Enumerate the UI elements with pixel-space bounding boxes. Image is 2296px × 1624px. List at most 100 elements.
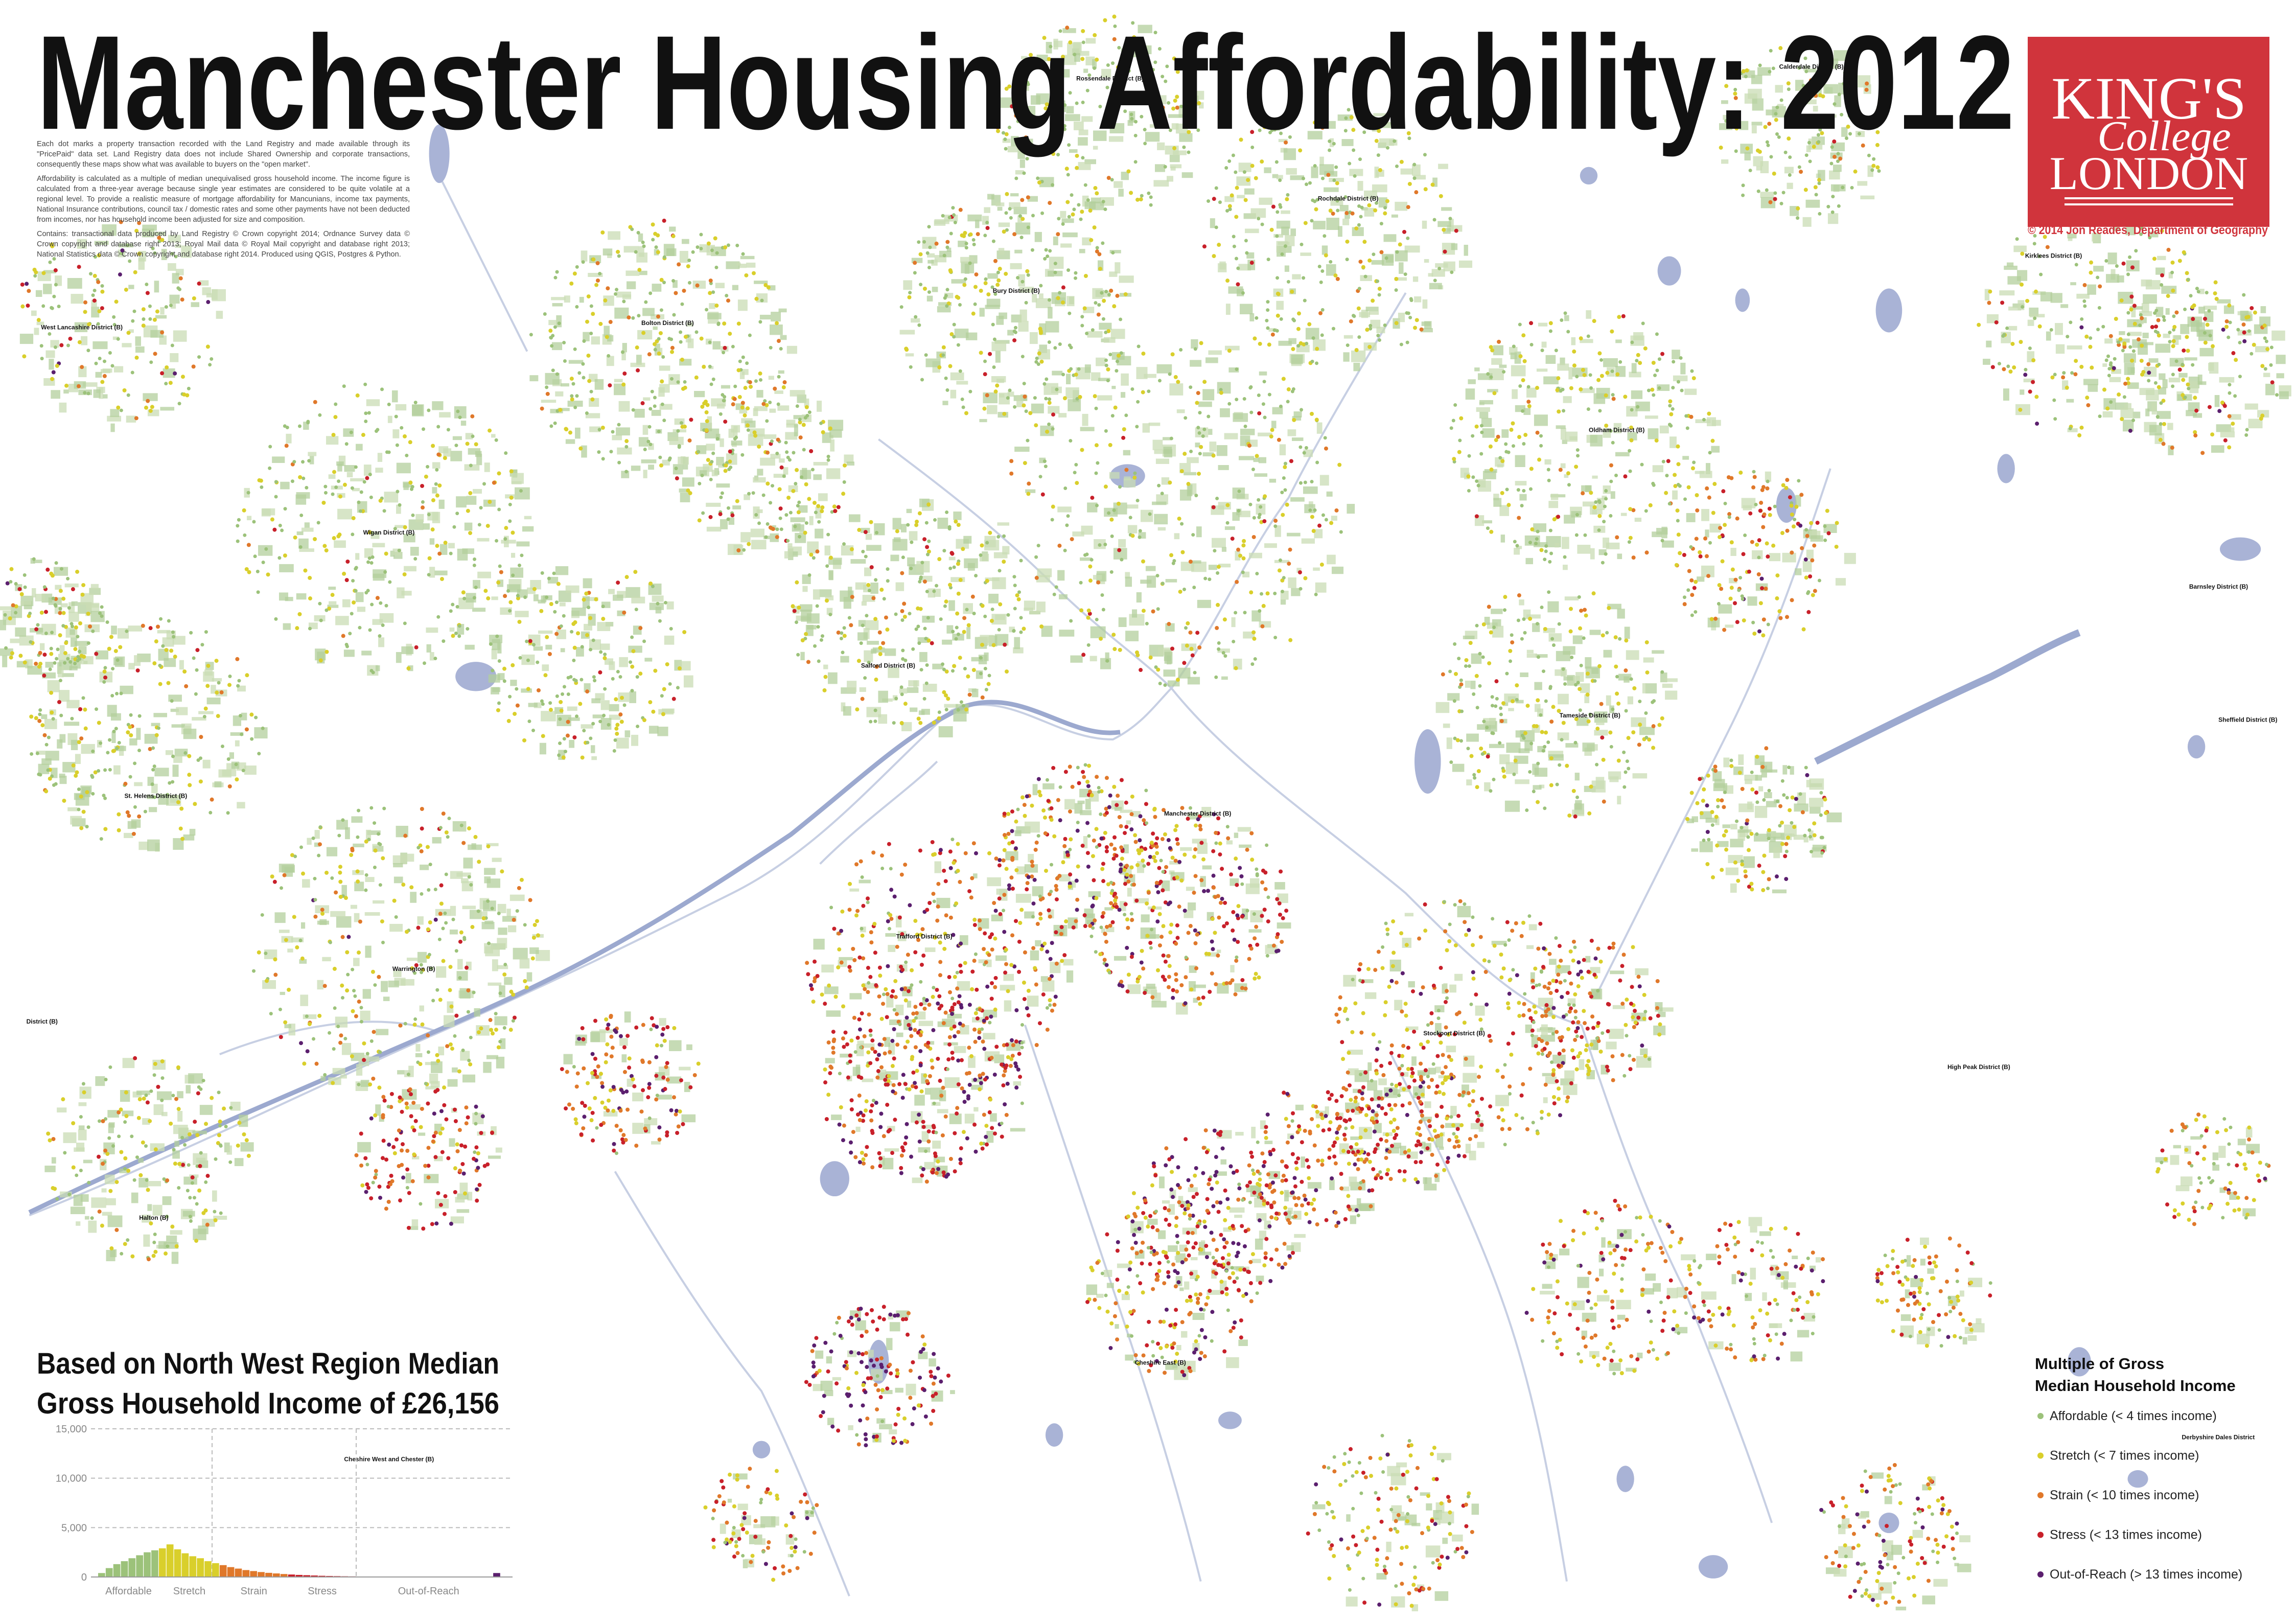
urban-area [1449,219,1454,231]
transaction-dot [422,661,426,665]
transaction-dot [709,382,713,386]
transaction-dot [1286,400,1290,404]
urban-area [1083,68,1088,73]
urban-area [1324,187,1339,192]
urban-area [1534,768,1548,777]
urban-area [1170,164,1182,169]
urban-area [1280,599,1286,605]
urban-area [1218,564,1231,568]
transaction-dot [1520,409,1524,413]
urban-area [809,516,814,525]
urban-area [1435,1023,1442,1034]
urban-area [58,666,64,678]
urban-area [1769,1323,1782,1328]
transaction-dot [1618,360,1622,364]
urban-area [314,615,326,621]
urban-area [1083,836,1088,848]
urban-area [1344,213,1350,219]
urban-area [769,408,776,413]
transaction-dot [922,240,926,244]
transaction-dot [1197,431,1201,435]
urban-area [457,1193,469,1200]
urban-area [1283,148,1296,160]
transaction-dot [1529,321,1534,326]
urban-area [1540,1290,1555,1295]
urban-area [1341,1186,1350,1191]
urban-area [264,949,277,959]
transaction-dot [885,628,890,632]
urban-area [1090,626,1106,638]
transaction-dot [1117,501,1121,506]
urban-area [1505,762,1518,774]
urban-area [936,897,950,909]
transaction-dot [1176,380,1180,384]
urban-area [1219,261,1226,270]
transaction-dot [443,456,447,460]
transaction-dot [575,265,579,269]
urban-area [1590,1039,1598,1050]
transaction-dot [1395,250,1399,254]
urban-area [1421,1142,1426,1149]
urban-area [979,308,985,317]
urban-area [1686,513,1696,522]
transaction-dot [1021,280,1025,284]
transaction-dot [585,411,589,415]
transaction-dot [1110,414,1115,418]
urban-area [652,595,664,602]
transaction-dot [278,523,282,527]
urban-area [202,1219,215,1227]
urban-area [1802,561,1812,572]
urban-area [1272,119,1280,131]
urban-area [1395,201,1408,211]
transaction-dot [1095,246,1099,250]
transaction-dot [861,549,865,553]
urban-area [1515,455,1525,467]
urban-area [1743,505,1752,511]
transaction-dot [1540,349,1544,353]
urban-area [619,1038,628,1046]
urban-area [1609,1029,1624,1039]
urban-area [202,287,211,295]
urban-area [49,359,54,370]
urban-area [699,470,707,476]
transaction-dot [640,401,645,406]
urban-area [1285,235,1295,246]
transaction-dot [1027,481,1031,486]
urban-area [350,478,364,482]
transaction-dot [964,241,968,245]
urban-area [425,1086,438,1089]
urban-area [1606,1041,1617,1050]
urban-area [1756,166,1762,171]
transaction-dot [1664,491,1668,495]
transaction-dot [1324,446,1328,451]
transaction-dot [1492,625,1496,630]
urban-area [594,379,604,390]
urban-area [2271,330,2285,341]
transaction-dot [1332,178,1336,182]
urban-area [1751,125,1757,134]
lake [1218,1411,1242,1429]
urban-area [99,387,103,399]
urban-area [361,651,372,656]
transaction-dot [935,584,939,588]
urban-area [1292,416,1302,421]
transaction-dot [959,700,963,704]
urban-area [1276,300,1284,310]
transaction-dot [395,443,399,447]
urban-area [636,252,648,263]
urban-area [1079,249,1085,253]
transaction-dot [1586,334,1590,338]
urban-area [1603,358,1618,367]
urban-area [375,468,383,473]
transaction-dot [699,233,703,237]
urban-area [179,660,184,670]
urban-area [1750,1226,1757,1233]
urban-area [1715,817,1720,825]
urban-area [1062,28,1076,33]
urban-area [81,336,88,345]
transaction-dot [307,459,311,463]
transaction-dot [913,271,917,275]
transaction-dot [1170,646,1175,651]
urban-area [737,299,748,311]
urban-area [261,508,271,517]
